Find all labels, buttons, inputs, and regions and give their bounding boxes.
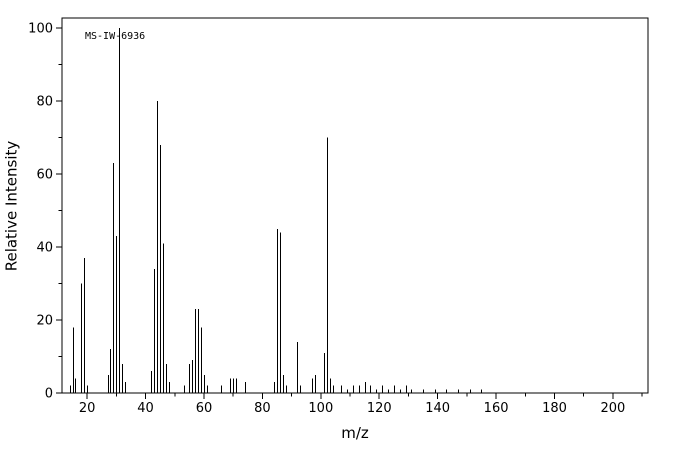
y-tick-label: 100 xyxy=(28,22,53,37)
x-tick-label: 100 xyxy=(308,401,333,416)
x-axis-label: m/z xyxy=(341,424,369,442)
x-tick-label: 60 xyxy=(196,401,213,416)
y-tick-label: 60 xyxy=(36,168,53,183)
x-tick-label: 140 xyxy=(425,401,450,416)
x-tick-label: 20 xyxy=(79,401,96,416)
spectrum-id-annotation: MS-IW-6936 xyxy=(85,31,146,42)
x-tick-label: 160 xyxy=(484,401,509,416)
x-tick-label: 80 xyxy=(254,401,271,416)
y-axis-label: Relative Intensity xyxy=(2,140,21,272)
x-tick-label: 200 xyxy=(601,401,626,416)
plot-frame xyxy=(61,17,649,394)
peak-bars xyxy=(70,28,482,393)
y-tick-label: 20 xyxy=(36,314,53,329)
y-tick-label: 40 xyxy=(36,241,53,256)
x-tick-label: 120 xyxy=(367,401,392,416)
y-tick-label: 0 xyxy=(45,387,53,402)
y-tick-label: 80 xyxy=(36,95,53,110)
x-tick-label: 180 xyxy=(542,401,567,416)
x-tick-label: 40 xyxy=(137,401,154,416)
